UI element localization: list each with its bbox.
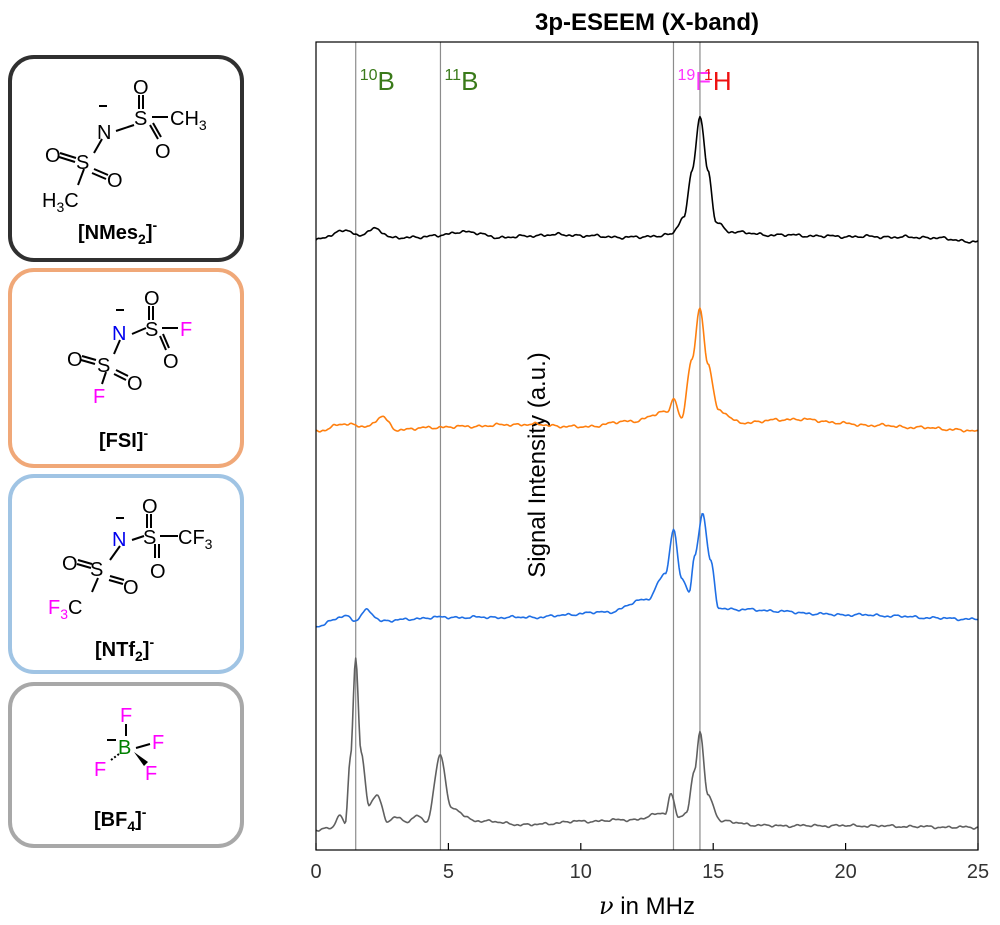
bf4-fluorine-bottom: F [145,763,157,785]
nmes2-methyl-right: CH3 [170,108,207,133]
bf4-wedge-bond [134,752,148,766]
ntf2-sulfur-2: S [90,559,103,581]
ntf2-sulfur-1: S [143,527,156,549]
fsi-sulfur-1: S [145,319,158,341]
ntf2-cf3-right: CF3 [178,527,213,552]
fsi-oxygen-2: O [163,351,179,373]
ntf2-label: [NTf2]- [95,634,154,664]
chart-title: 3p-ESEEM (X-band) [535,9,759,36]
x-tick-label: 5 [443,861,454,883]
ntf2-nitrogen: N [112,529,126,551]
fsi-oxygen-4: O [127,373,143,395]
nmes2-label: [NMes2]- [78,217,157,247]
bf4-fluorine-left: F [94,759,106,781]
ntf2-oxygen-3: O [62,553,78,575]
fsi-structure: N S O O F S O O F [FSI]- [67,288,192,452]
series-line-2 [315,307,979,433]
nmes2-oxygen-4: O [107,170,123,192]
x-tick-label: 15 [702,861,724,883]
nmes2-methyl-left: H3C [42,190,79,215]
ntf2-oxygen-4: O [123,577,139,599]
series-group [315,115,979,832]
panel-bf4: B F F F F [BF4]- [8,682,244,848]
fsi-oxygen-1: O [144,288,160,310]
bf4-fluorine-right: F [152,732,164,754]
nmes2-oxygen-2: O [155,141,171,163]
fsi-label: [FSI]- [99,425,148,452]
nmes2-oxygen-1: O [133,77,149,99]
x-tick-label: 0 [310,861,321,883]
fsi-oxygen-3: O [67,349,83,371]
fsi-fluorine-2: F [93,386,105,408]
isotope-label-11B: 11B [444,66,478,96]
x-tick-label: 20 [834,861,856,883]
panel-nmes2: N S O O CH3 S O O H3C [NMes2]- [8,55,244,262]
isotope-label-10B: 10B [360,66,395,96]
eseem-chart: 3p-ESEEM (X-band) Signal Intensity (a.u.… [310,9,989,920]
nmes2-sulfur-2: S [76,152,89,174]
fsi-fluorine-1: F [180,319,192,341]
x-ticks: 0 5 10 15 20 25 [310,843,989,883]
y-axis-label: Signal Intensity (a.u.) [524,352,551,577]
x-axis-label: ν in MHz [599,892,695,920]
isotope-label-19F: 19F [677,66,711,96]
fsi-sulfur-2: S [97,355,110,377]
ntf2-cf3-left: F3C [48,597,82,622]
nmes2-oxygen-3: O [45,145,61,167]
bf4-structure: B F F F F [BF4]- [94,705,164,834]
bf4-fluorine-top: F [120,705,132,727]
nmes2-structure: N S O O CH3 S O O H3C [NMes2]- [42,77,207,247]
nmes2-nitrogen: N [97,122,111,144]
bf4-label: [BF4]- [94,804,147,834]
series-line-3 [315,512,979,628]
series-line-1 [315,115,979,244]
x-tick-label: 25 [967,861,989,883]
plot-frame [315,41,979,851]
panel-ntf2: N S O O CF3 S O O F3C [NTf2]- [8,474,244,674]
x-tick-label: 10 [570,861,592,883]
series-line-4 [315,657,979,832]
isotope-label-1H: 1H [704,66,732,96]
panel-fsi: N S O O F S O O F [FSI]- [8,268,244,468]
ntf2-structure: N S O O CF3 S O O F3C [NTf2]- [48,496,213,664]
nmes2-sulfur-1: S [134,108,147,130]
bf4-boron: B [118,737,131,759]
ntf2-oxygen-2: O [150,561,166,583]
ntf2-oxygen-1: O [142,496,158,518]
fsi-nitrogen: N [112,323,126,345]
